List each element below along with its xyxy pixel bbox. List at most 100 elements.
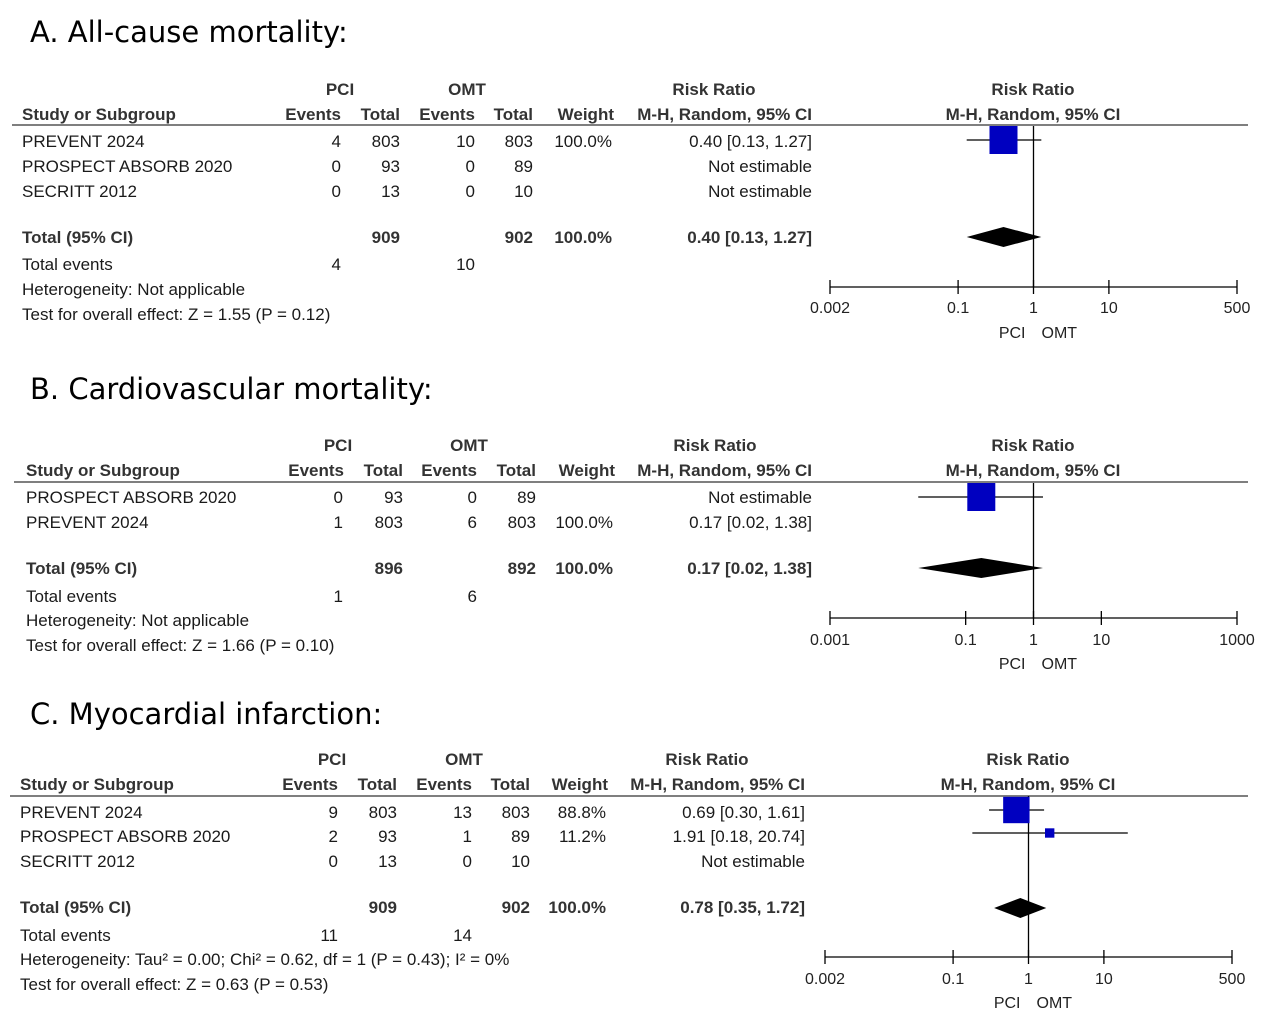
omt-total-sum: 892 [507,559,536,578]
ci-header: M-H, Random, 95% CI [630,775,805,794]
ci-text: 0.17 [0.02, 1.38] [689,513,812,532]
pci-events: 1 [333,513,343,532]
pci-header: PCI [325,80,355,99]
omt-events: 6 [467,513,477,532]
omt-total-sum: 902 [501,898,530,917]
pci-events-header: Events [285,105,341,124]
pci-events-header: Events [288,461,344,480]
omt-total: 803 [504,132,533,151]
panel-title: B. Cardiovascular mortality: [30,372,433,406]
omt-total-events: 14 [453,926,472,945]
omt-events-header: Events [419,105,475,124]
overall-effect-text: Test for overall effect: Z = 1.66 (P = 0… [26,636,335,655]
pci-total: 803 [374,513,403,532]
risk-ratio-header: Risk Ratio [673,436,757,455]
pci-total: 803 [368,803,397,822]
omt-total: 10 [514,182,533,201]
pci-events: 2 [328,827,338,846]
omt-header: OMT [445,750,483,769]
overall-effect-text: Test for overall effect: Z = 1.55 (P = 0… [22,305,331,324]
heterogeneity-text: Heterogeneity: Not applicable [22,280,246,299]
pci-events: 0 [328,852,338,871]
omt-events: 0 [467,488,477,507]
omt-total-header: Total [490,775,530,794]
study-column-header: Study or Subgroup [26,461,180,480]
study-marker [967,483,996,511]
pci-events-header: Events [282,775,338,794]
ci-header: M-H, Random, 95% CI [637,105,812,124]
forest-plot: 0.001 0.1 1 10 1000 PCI OMT [810,483,1255,673]
total-label: Total (95% CI) [20,898,132,917]
pci-total-sum: 909 [368,898,397,917]
study-name: PROSPECT ABSORB 2020 [26,488,237,507]
x-tick-label: 10 [1092,632,1110,649]
x-tick-label: 0.1 [942,971,964,988]
weight-header: Weight [557,105,614,124]
x-tick-label: 0.1 [955,632,977,649]
omt-total: 89 [517,488,536,507]
pci-events: 0 [333,488,343,507]
risk-ratio-header: Risk Ratio [665,750,749,769]
pci-total: 13 [378,852,397,871]
plot-risk-ratio-header: Risk Ratio [991,80,1075,99]
omt-events: 1 [462,827,472,846]
omt-events: 0 [462,852,472,871]
weight: 88.8% [557,803,606,822]
weight-header: Weight [558,461,615,480]
ci-text: 1.91 [0.18, 20.74] [672,827,805,846]
total-ci-text: 0.17 [0.02, 1.38] [687,559,812,578]
weight: 11.2% [559,827,606,846]
total-weight: 100.0% [555,559,613,578]
forest-panel-a: A. All-cause mortality: PCI OMT Risk Rat… [0,0,1262,350]
pci-total: 803 [371,132,400,151]
forest-panel-c: C. Myocardial infarction: PCI OMT Risk R… [0,680,1262,1024]
ci-header: M-H, Random, 95% CI [637,461,812,480]
x-tick-label: 500 [1224,300,1251,317]
x-tick-label: 0.001 [810,632,850,649]
omt-total-events: 6 [467,587,477,606]
omt-total: 803 [501,803,530,822]
pci-total: 13 [381,182,400,201]
total-ci-text: 0.40 [0.13, 1.27] [687,228,812,247]
omt-header: OMT [448,80,486,99]
omt-events: 0 [465,182,475,201]
x-tick-label: 0.1 [947,300,969,317]
study-name: SECRITT 2012 [22,182,137,201]
pooled-diamond [994,898,1047,918]
ci-text: Not estimable [708,157,812,176]
omt-events: 13 [453,803,472,822]
total-label: Total (95% CI) [22,228,134,247]
pci-total-events: 11 [320,926,338,945]
study-name: SECRITT 2012 [20,852,135,871]
plot-risk-ratio-header: Risk Ratio [986,750,1070,769]
ci-text: Not estimable [708,182,812,201]
pci-events: 0 [331,157,341,176]
favours-omt-label: OMT [1042,656,1078,673]
weight-header: Weight [551,775,608,794]
total-events-label: Total events [26,587,117,606]
overall-effect-text: Test for overall effect: Z = 0.63 (P = 0… [20,975,329,994]
pci-header: PCI [317,750,347,769]
omt-events-header: Events [421,461,477,480]
header-rule [14,481,1248,483]
omt-total-header: Total [493,105,533,124]
x-tick-label: 10 [1100,300,1118,317]
omt-total: 89 [511,827,530,846]
pci-total-header: Total [363,461,403,480]
omt-total-sum: 902 [504,228,533,247]
pci-total: 93 [384,488,403,507]
x-tick-label: 10 [1095,971,1113,988]
study-name: PREVENT 2024 [20,803,143,822]
omt-total: 10 [511,852,530,871]
omt-events: 0 [465,157,475,176]
pci-header: PCI [323,436,353,455]
favours-omt-label: OMT [1037,995,1073,1012]
x-tick-label: 1 [1024,971,1033,988]
omt-events-header: Events [416,775,472,794]
study-column-header: Study or Subgroup [22,105,176,124]
forest-panel-b: B. Cardiovascular mortality: PCI OMT Ris… [0,357,1262,687]
total-label: Total (95% CI) [26,559,138,578]
total-ci-text: 0.78 [0.35, 1.72] [680,898,805,917]
omt-total: 89 [514,157,533,176]
omt-total-header: Total [496,461,536,480]
